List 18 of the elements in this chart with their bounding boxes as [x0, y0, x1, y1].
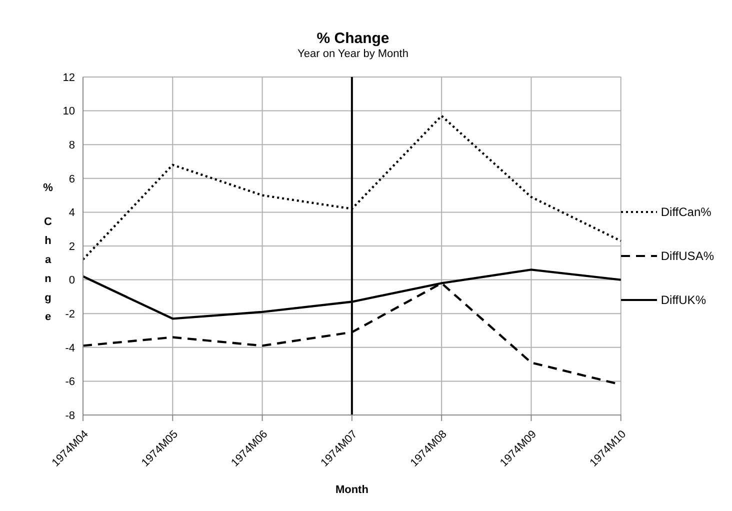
y-tick-label: 6 — [68, 173, 75, 186]
y-tick-label: 10 — [62, 106, 75, 118]
chart-title: % Change — [316, 30, 390, 47]
x-axis-title: Month — [335, 484, 369, 496]
text: % Change — [43, 182, 53, 323]
y-tick-label: 2 — [68, 240, 75, 253]
legend-label: DiffUSA% — [660, 248, 714, 262]
chart-subtitle: Year on Year by Month — [296, 48, 410, 60]
legend-label: DiffUK% — [660, 292, 706, 306]
y-tick-label: 0 — [68, 274, 75, 287]
y-tick-label: -2 — [65, 308, 75, 321]
legend-label: DiffCan% — [660, 204, 712, 218]
y-tick-label: 12 — [62, 72, 75, 84]
y-tick-label: -4 — [65, 342, 75, 354]
y-tick-label: -8 — [65, 410, 75, 422]
y-tick-label: 4 — [68, 207, 75, 220]
y-tick-label: -6 — [65, 376, 75, 388]
y-tick-label: 8 — [68, 140, 75, 152]
